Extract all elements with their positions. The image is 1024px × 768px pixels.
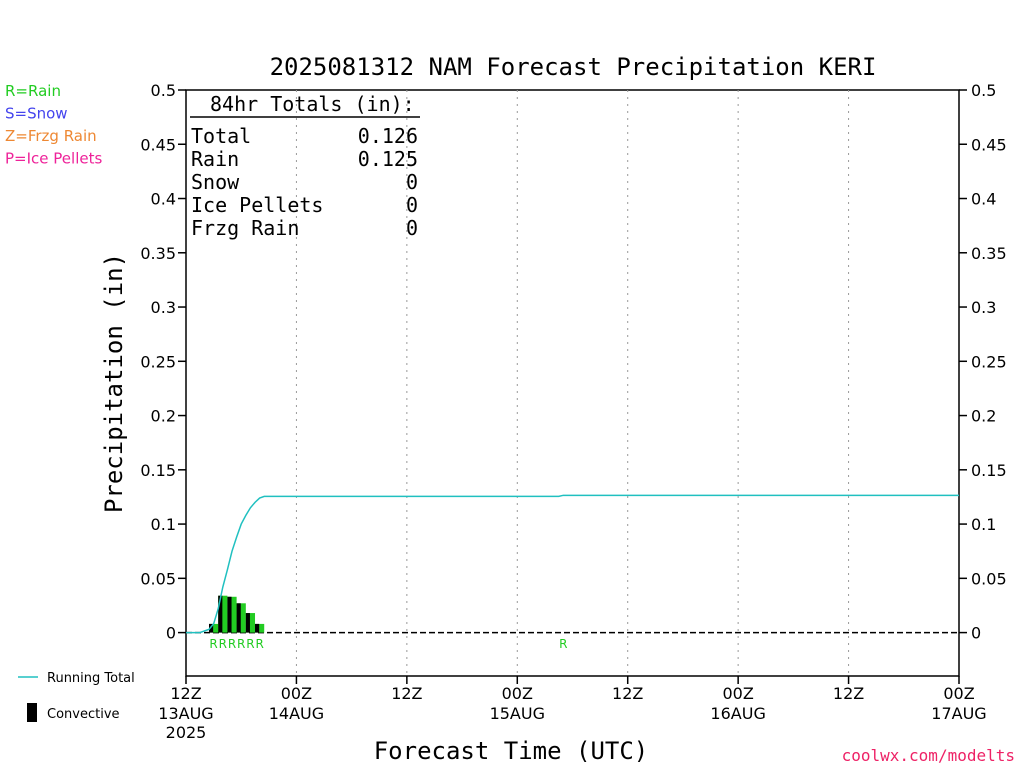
x-tick-label: 12Z <box>833 684 864 703</box>
precip-bar <box>218 595 228 633</box>
ptype-marker: R <box>255 637 263 651</box>
credit-text: coolwx.com/modelts <box>842 746 1015 765</box>
x-tick-label: 12Z <box>612 684 643 703</box>
running-total-legend-label: Running Total <box>47 671 135 686</box>
ptype-legend-item: P=Ice Pellets <box>5 150 102 168</box>
convective-bar <box>236 603 241 633</box>
x-tick-label: 00Z <box>943 684 974 703</box>
y-axis-right: 0.5 0.45 0.4 0.35 0.3 0.25 0.2 0.15 0.1 0.05 0 <box>959 81 1007 643</box>
totals-row-value: 0.125 <box>358 147 418 171</box>
y-tick-label-left: 0.4 <box>151 190 176 209</box>
ptype-legend-item: R=Rain <box>5 82 61 100</box>
y-axis-left: 0.5 0.45 0.4 0.35 0.3 0.25 0.2 0.15 0.1 0.05 0 <box>140 81 186 643</box>
convective-bar <box>255 623 260 633</box>
grid-lines <box>295 90 850 676</box>
ptype-marker: R <box>219 637 227 651</box>
precip-bar <box>245 613 256 633</box>
convective-legend-swatch <box>27 703 37 722</box>
x-tick-date: 16AUG <box>710 704 765 723</box>
convective-bar <box>218 595 223 633</box>
x-tick-date: 15AUG <box>490 704 545 723</box>
precip-bar <box>209 623 219 633</box>
ptype-legend-item: S=Snow <box>5 105 68 123</box>
y-tick-label-right: 0.5 <box>971 81 996 100</box>
convective-bar <box>227 596 232 633</box>
totals-row-label: Rain <box>191 147 239 171</box>
y-tick-label-left: 0.1 <box>151 515 176 534</box>
y-tick-label-right: 0.3 <box>971 298 996 317</box>
y-tick-label-left: 0.5 <box>151 81 176 100</box>
running-total-line <box>186 494 959 634</box>
precip-bar <box>227 596 237 633</box>
totals-box: 84hr Totals (in): Total 0.126 Rain 0.125 Sno… <box>190 92 420 240</box>
x-tick-label: 00Z <box>722 684 753 703</box>
ptype-marker: R <box>228 637 236 651</box>
x-axis-title: Forecast Time (UTC) <box>374 737 649 765</box>
y-tick-label-left: 0.2 <box>151 407 176 426</box>
y-tick-label-right: 0.45 <box>971 135 1007 154</box>
totals-header: 84hr Totals (in): <box>210 92 415 116</box>
y-tick-label-left: 0.45 <box>140 135 176 154</box>
x-tick-label: 12Z <box>391 684 422 703</box>
x-tick-date: 13AUG <box>158 704 213 723</box>
ptype-legend: R=Rain S=Snow Z=Frzg Rain P=Ice Pellets <box>5 82 102 168</box>
bottom-legend: Running Total Convective <box>18 671 135 722</box>
y-tick-label-left: 0.25 <box>140 352 176 371</box>
ptype-marker: R <box>237 637 245 651</box>
x-tick-year: 2025 <box>166 723 207 742</box>
x-tick-label: 00Z <box>502 684 533 703</box>
totals-row-label: Total <box>191 124 251 148</box>
plot-frame <box>185 89 960 677</box>
chart-title: 2025081312 NAM Forecast Precipitation KE… <box>270 53 877 81</box>
convective-bar <box>209 623 214 633</box>
y-tick-label-right: 0 <box>971 624 981 643</box>
totals-row-label: Snow <box>191 170 240 194</box>
ptype-marker: R <box>246 637 254 651</box>
hourly-bars <box>209 595 265 633</box>
y-tick-label-right: 0.4 <box>971 190 996 209</box>
y-tick-label-right: 0.25 <box>971 352 1007 371</box>
x-tick-label: 12Z <box>170 684 201 703</box>
x-tick-date: 14AUG <box>269 704 324 723</box>
y-tick-label-right: 0.1 <box>971 515 996 534</box>
precip-bar <box>255 623 265 633</box>
totals-row-label: Ice Pellets <box>191 193 323 217</box>
y-tick-label-left: 0.15 <box>140 461 176 480</box>
y-tick-label-left: 0 <box>166 624 176 643</box>
convective-legend-label: Convective <box>47 707 120 722</box>
y-tick-label-left: 0.3 <box>151 298 176 317</box>
totals-row-label: Frzg Rain <box>191 216 299 240</box>
y-tick-label-right: 0.2 <box>971 407 996 426</box>
totals-row-value: 0 <box>406 193 418 217</box>
x-tick-date: 17AUG <box>931 704 986 723</box>
y-tick-label-right: 0.05 <box>971 569 1007 588</box>
y-tick-label-left: 0.05 <box>140 569 176 588</box>
totals-row-value: 0 <box>406 216 418 240</box>
x-tick-label: 00Z <box>281 684 312 703</box>
precip-bar <box>236 603 246 633</box>
ptype-marker: R <box>559 637 567 651</box>
ptype-marker: R <box>209 637 217 651</box>
y-tick-label-right: 0.35 <box>971 244 1007 263</box>
totals-row-value: 0 <box>406 170 418 194</box>
y-tick-label-right: 0.15 <box>971 461 1007 480</box>
ptype-legend-item: Z=Frzg Rain <box>5 127 97 145</box>
y-tick-label-left: 0.35 <box>140 244 176 263</box>
totals-row-value: 0.126 <box>358 124 418 148</box>
y-axis-title: Precipitation (in) <box>100 253 128 513</box>
convective-bar <box>245 613 250 633</box>
